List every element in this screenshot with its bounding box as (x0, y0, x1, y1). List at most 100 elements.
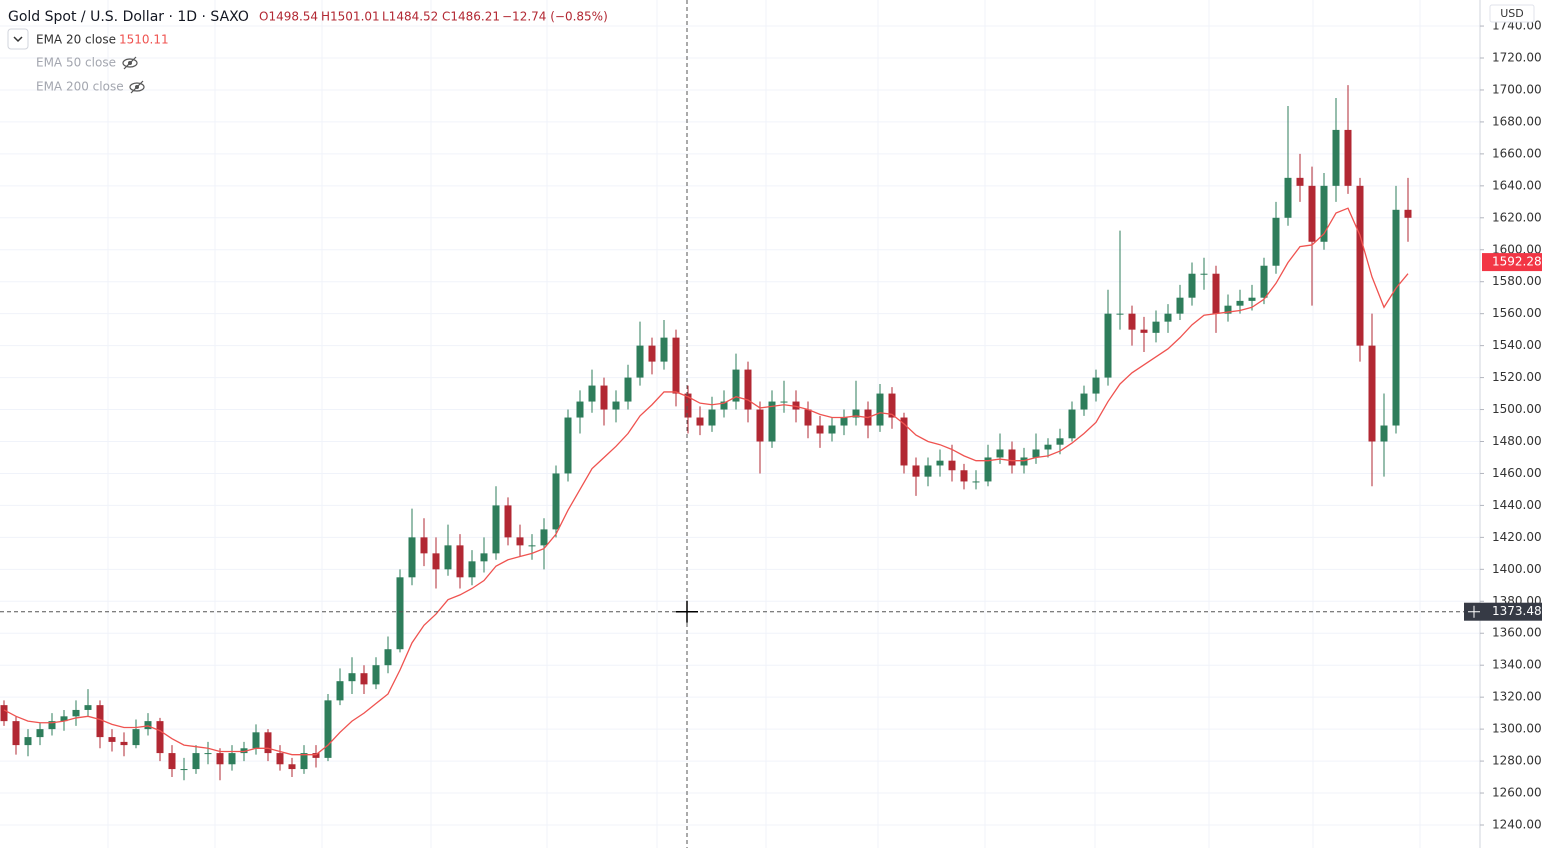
candle-body (1320, 185, 1328, 242)
candle-body (360, 673, 368, 685)
header-change: −12.74 (−0.85%) (502, 10, 608, 24)
candle-body (1008, 449, 1016, 466)
header-close: C1486.21 (442, 10, 500, 24)
candle-body (468, 561, 476, 578)
candle-body (1104, 313, 1112, 378)
candle-body (48, 721, 56, 730)
candle-body (540, 529, 548, 546)
candle-body (96, 705, 104, 738)
candle-body (708, 409, 716, 426)
candle-body (1344, 129, 1352, 186)
y-tick-label: 1460.00 (1492, 466, 1542, 480)
legend-toggle[interactable] (7, 28, 29, 50)
candle-body (372, 665, 380, 685)
y-tick-label: 1560.00 (1492, 306, 1542, 320)
candle-body (432, 553, 440, 570)
candle-body (1284, 177, 1292, 218)
y-tick-label: 1660.00 (1492, 146, 1542, 160)
y-tick-label: 1420.00 (1492, 530, 1542, 544)
candle-body (348, 673, 356, 682)
candle-body (1092, 377, 1100, 394)
candle-body (1140, 329, 1148, 333)
y-tick-label: 1640.00 (1492, 178, 1542, 192)
candle-body (1272, 217, 1280, 266)
candle-body (684, 393, 692, 418)
candle-body (720, 401, 728, 410)
currency: USD (1500, 7, 1524, 20)
candle-body (1116, 313, 1124, 315)
candle-body (552, 473, 560, 530)
y-tick-label: 1620.00 (1492, 210, 1542, 224)
candle-body (1212, 273, 1220, 314)
candle-body (180, 769, 188, 771)
candle-body (1188, 273, 1196, 298)
candle-body (408, 537, 416, 578)
ema-line (3, 207, 1409, 756)
header-low: L1484.52 (382, 10, 438, 24)
candle-body (312, 753, 320, 758)
candle-body (960, 470, 968, 482)
candle-body (216, 753, 224, 765)
y-tick-label: 1280.00 (1492, 754, 1542, 768)
candle-body (1296, 177, 1304, 186)
candle-body (732, 369, 740, 402)
candle-body (780, 401, 788, 403)
candle-body (1032, 449, 1040, 458)
candle-body (1176, 297, 1184, 314)
candle-body (852, 409, 860, 418)
candle-body (480, 553, 488, 562)
candle-body (1068, 409, 1076, 439)
candle-body (900, 417, 908, 466)
candle-body (396, 577, 404, 650)
candle-body (528, 545, 536, 547)
candle-body (1356, 185, 1364, 346)
candle-body (624, 377, 632, 402)
y-tick-label: 1400.00 (1492, 562, 1542, 576)
candle-body (1020, 457, 1028, 466)
candle-body (516, 537, 524, 546)
legend-entry[interactable]: EMA 20 close (36, 33, 116, 47)
y-tick-label: 1720.00 (1492, 51, 1542, 65)
hidden-icon[interactable] (122, 56, 138, 70)
candle-body (240, 748, 248, 754)
candle-body (72, 709, 80, 717)
candle-body (288, 764, 296, 770)
candle-body (1128, 313, 1136, 330)
candle-body (924, 465, 932, 477)
candle-body (252, 732, 260, 749)
candle-body (192, 753, 200, 770)
candle-body (276, 753, 284, 765)
y-tick-label: 1500.00 (1492, 402, 1542, 416)
candle-body (1044, 444, 1052, 450)
crosshair-label-box (1484, 602, 1542, 621)
candle-body (132, 729, 140, 746)
y-tick-label: 1440.00 (1492, 498, 1542, 512)
candle-body (792, 401, 800, 410)
candle-body (264, 732, 272, 754)
candle-body (12, 721, 20, 746)
y-tick-label: 1540.00 (1492, 338, 1542, 352)
candle-body (228, 753, 236, 765)
hidden-icon[interactable] (129, 80, 145, 94)
candle-body (204, 753, 212, 755)
y-tick-label: 1700.00 (1492, 82, 1542, 96)
candle-body (456, 545, 464, 578)
candle-body (156, 721, 164, 754)
candle-body (324, 700, 332, 758)
candle-body (876, 393, 884, 426)
legend-entry-hidden[interactable]: EMA 200 close (36, 80, 124, 94)
candle-body (588, 385, 596, 402)
y-tick-label: 1320.00 (1492, 690, 1542, 704)
candle-body (672, 337, 680, 394)
legend-entry-hidden[interactable]: EMA 50 close (36, 56, 116, 70)
candle-body (384, 649, 392, 666)
candle-body (144, 721, 152, 730)
y-tick-label: 1340.00 (1492, 658, 1542, 672)
candle-body (1164, 313, 1172, 322)
y-tick-label: 1580.00 (1492, 274, 1542, 288)
candle-body (120, 741, 128, 746)
candle-body (336, 681, 344, 701)
candle-body (1080, 393, 1088, 410)
candle-body (1392, 209, 1400, 426)
last-price-box (1482, 253, 1542, 272)
